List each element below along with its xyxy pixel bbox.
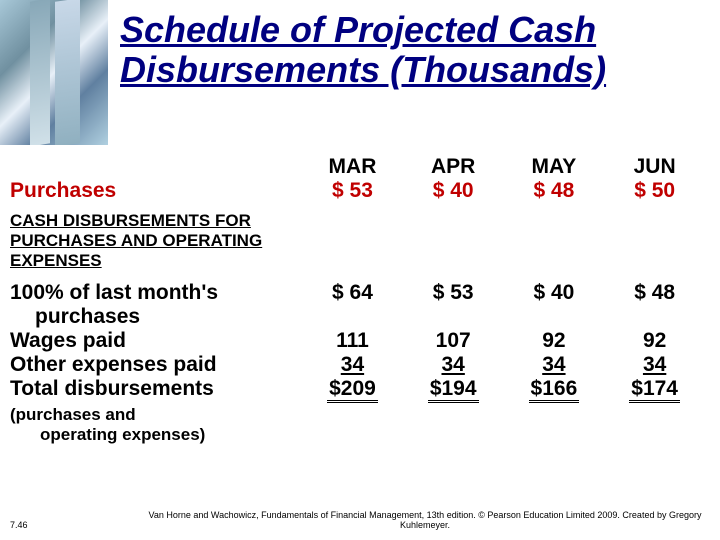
page-number: 7.46 [10, 520, 28, 530]
col-header-apr: APR [403, 155, 504, 179]
other-mar: 34 [302, 353, 403, 377]
lastmonth-mar: $ 64 [302, 281, 403, 329]
row-purchases: Purchases $ 53 $ 40 $ 48 $ 50 [10, 179, 705, 203]
subnote-text: (purchases and operating expenses) [10, 403, 705, 445]
total-label: Total disbursements [10, 377, 302, 403]
disbursements-table: MAR APR MAY JUN Purchases $ 53 $ 40 $ 48… [10, 155, 705, 445]
other-may: 34 [504, 353, 605, 377]
purchases-jun: $ 50 [604, 179, 705, 203]
total-may: $166 [504, 377, 605, 403]
wages-mar: 111 [302, 329, 403, 353]
row-lastmonth: 100% of last month's purchases $ 64 $ 53… [10, 281, 705, 329]
col-header-may: MAY [504, 155, 605, 179]
slide-content: MAR APR MAY JUN Purchases $ 53 $ 40 $ 48… [10, 155, 705, 445]
wages-jun: 92 [604, 329, 705, 353]
purchases-may: $ 48 [504, 179, 605, 203]
slide-title: Schedule of Projected Cash Disbursements… [120, 10, 710, 89]
purchases-label: Purchases [10, 179, 302, 203]
section-header-text: CASH DISBURSEMENTS FORPURCHASES AND OPER… [10, 203, 705, 281]
footer-credit: Van Horne and Wachowicz, Fundamentals of… [140, 510, 710, 530]
other-apr: 34 [403, 353, 504, 377]
purchases-mar: $ 53 [302, 179, 403, 203]
row-section-header: CASH DISBURSEMENTS FORPURCHASES AND OPER… [10, 203, 705, 281]
row-total: Total disbursements $209 $194 $166 $174 [10, 377, 705, 403]
col-header-jun: JUN [604, 155, 705, 179]
lastmonth-label: 100% of last month's purchases [10, 281, 302, 329]
wages-label: Wages paid [10, 329, 302, 353]
other-jun: 34 [604, 353, 705, 377]
row-subnote: (purchases and operating expenses) [10, 403, 705, 445]
row-other: Other expenses paid 34 34 34 34 [10, 353, 705, 377]
purchases-apr: $ 40 [403, 179, 504, 203]
total-jun: $174 [604, 377, 705, 403]
lastmonth-may: $ 40 [504, 281, 605, 329]
col-header-mar: MAR [302, 155, 403, 179]
total-mar: $209 [302, 377, 403, 403]
total-apr: $194 [403, 377, 504, 403]
title-line-2: Disbursements (Thousands) [120, 49, 606, 90]
decorative-building-image [0, 0, 108, 145]
wages-apr: 107 [403, 329, 504, 353]
title-line-1: Schedule of Projected Cash [120, 9, 596, 50]
lastmonth-jun: $ 48 [604, 281, 705, 329]
lastmonth-apr: $ 53 [403, 281, 504, 329]
row-wages: Wages paid 111 107 92 92 [10, 329, 705, 353]
wages-may: 92 [504, 329, 605, 353]
table-header-row: MAR APR MAY JUN [10, 155, 705, 179]
other-label: Other expenses paid [10, 353, 302, 377]
